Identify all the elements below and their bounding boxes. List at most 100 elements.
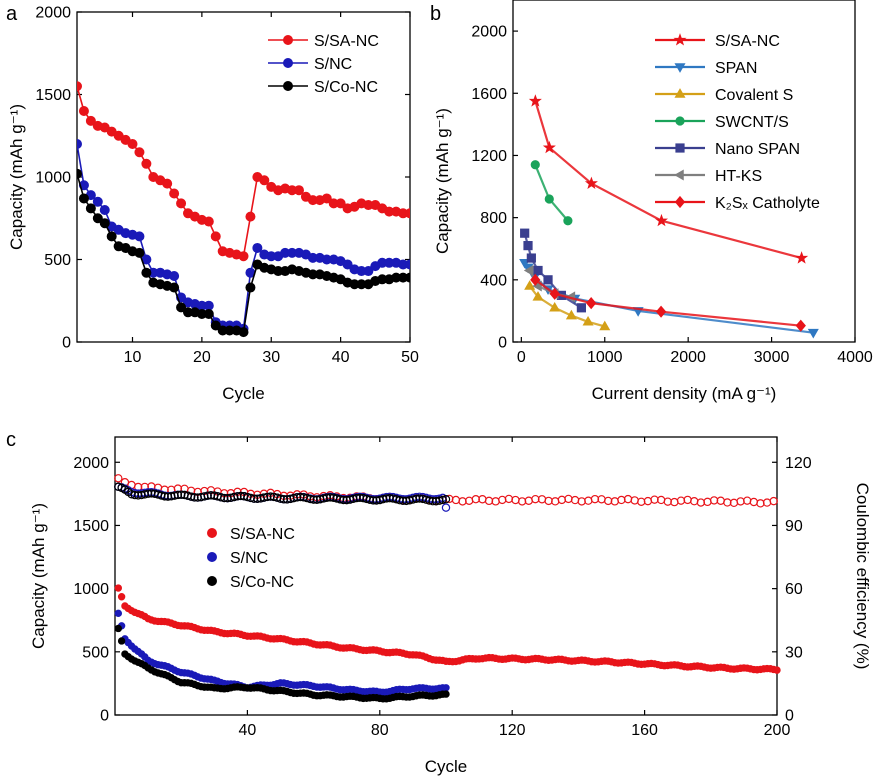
data-point-S/SA-NC: [203, 216, 214, 227]
efficiency-point-S/NC: [441, 503, 451, 512]
data-point-SWCNT/S: [530, 160, 540, 170]
data-point-S/SA-NC: [245, 211, 256, 222]
series-S/SA-NC: [77, 81, 410, 262]
data-point-S/SA-NC: [335, 198, 346, 209]
y-tick-label-c: 0: [100, 708, 109, 725]
y-tick-label-b: 800: [480, 210, 507, 227]
series-Covalent S: [524, 280, 611, 331]
data-point-S/SA-NC: [127, 138, 138, 149]
data-point-S/NC: [342, 259, 353, 270]
y-axis-label-right-c: Coulombic efficiency (%): [853, 483, 872, 670]
series-S/NC: [77, 139, 410, 334]
plot-area-a: [77, 81, 410, 338]
data-point-S/SA-NC: [654, 213, 669, 227]
data-point-Covalent S: [599, 320, 611, 331]
data-point-K₂Sₓ Catholyte: [655, 305, 667, 318]
data-point-S/Co-NC: [245, 282, 256, 293]
legend-label-S/Co-NC: S/Co-NC: [230, 574, 294, 591]
y-axis-label-c: Capacity (mAh g⁻¹): [29, 503, 48, 649]
chart-b: 0 1000 2000 3000 4000 0 400 800 1200 1600 2000 Curr…: [433, 0, 873, 403]
series-K₂Sₓ Catholyte: [530, 273, 806, 332]
capacity-series-S/NC: [114, 609, 450, 697]
data-point-S/SA-NC: [528, 94, 542, 107]
data-point-HT-KS: [523, 264, 534, 277]
data-point-S/SA-NC: [405, 208, 410, 219]
y-tick-label-a: 500: [44, 252, 71, 269]
x-tick-label-b: 4000: [837, 349, 873, 366]
data-point-S/SA-NC: [176, 198, 187, 209]
data-point-Covalent S: [524, 280, 536, 290]
y-tick-label-c: 1000: [73, 581, 109, 598]
data-point-Nano SPAN: [523, 241, 533, 251]
capacity-point-S/Co-NC: [114, 624, 123, 633]
data-point-K₂Sₓ Catholyte: [586, 297, 597, 310]
legend-marker-HT-KS: [674, 169, 684, 181]
x-tick-label-a: 50: [401, 349, 419, 366]
data-point-S/SA-NC: [85, 115, 96, 126]
legend-marker-S/Co-NC: [206, 576, 217, 587]
panel-label-a: a: [6, 3, 18, 25]
series-SWCNT/S: [530, 160, 573, 226]
data-point-S/Co-NC: [141, 267, 152, 278]
y-tick-label-c: 1500: [73, 518, 109, 535]
data-point-S/Co-NC: [238, 327, 249, 338]
legend-label-S/SA-NC: S/SA-NC: [715, 33, 780, 50]
capacity-point-S/Co-NC: [442, 690, 450, 698]
data-point-S/NC: [169, 270, 180, 281]
data-point-S/NC: [363, 266, 374, 277]
data-point-S/Co-NC: [203, 308, 214, 319]
data-point-S/SA-NC: [210, 231, 221, 242]
y-axis-label-a: Capacity (mAh g⁻¹): [7, 104, 26, 250]
y-tick-label-a: 1500: [35, 87, 71, 104]
capacity-point-S/SA-NC: [773, 666, 781, 674]
y-tick-label-b: 2000: [471, 24, 507, 41]
data-point-S/Co-NC: [176, 302, 187, 313]
data-point-S/SA-NC: [321, 193, 332, 204]
chart-c: 40 80 120 160 20005001000150020000306090120C…: [29, 436, 872, 776]
x-axis-label-c: Cycle: [425, 757, 468, 776]
legend-label-S/SA-NC: S/SA-NC: [314, 33, 379, 50]
efficiency-point-S/Co-NC: [438, 495, 447, 505]
data-point-S/Co-NC: [405, 272, 410, 283]
data-point-S/SA-NC: [542, 140, 556, 154]
data-point-S/Co-NC: [85, 203, 96, 214]
y-tick-label-b: 0: [498, 335, 507, 352]
x-tick-label-a: 40: [332, 349, 350, 366]
panel-label-c: c: [6, 429, 16, 451]
legend-marker-S/SA-NC: [282, 35, 293, 46]
legend-marker-SWCNT/S: [675, 116, 685, 126]
data-point-S/SA-NC: [293, 185, 304, 196]
efficiency-point-S/SA-NC: [564, 494, 573, 504]
legend-label-S/NC: S/NC: [314, 56, 352, 73]
data-point-Nano SPAN: [526, 253, 536, 263]
legend-label-S/NC: S/NC: [230, 550, 268, 567]
x-axis-label-a: Cycle: [222, 384, 265, 403]
data-point-S/SA-NC: [134, 147, 145, 158]
legend-marker-SPAN: [674, 63, 686, 73]
series-S/Co-NC: [77, 168, 410, 338]
data-point-S/SA-NC: [77, 81, 82, 92]
legend-label-HT-KS: HT-KS: [715, 168, 762, 185]
data-point-S/Co-NC: [134, 247, 145, 258]
data-point-S/SA-NC: [162, 178, 173, 189]
legend-label-S/SA-NC: S/SA-NC: [230, 526, 295, 543]
data-point-Nano SPAN: [543, 275, 553, 285]
panel-label-b: b: [430, 3, 441, 25]
x-tick-label-b: 3000: [754, 349, 790, 366]
x-tick-label-c: 160: [631, 722, 658, 739]
efficiency-point-S/SA-NC: [749, 497, 759, 507]
data-point-Nano SPAN: [533, 265, 543, 276]
data-point-Covalent S: [532, 291, 544, 301]
x-tick-label-a: 10: [124, 349, 142, 366]
legend-label-SWCNT/S: SWCNT/S: [715, 114, 789, 131]
y-tick-label-b: 400: [480, 272, 507, 289]
x-tick-label-a: 20: [193, 349, 211, 366]
data-point-S/Co-NC: [92, 213, 103, 224]
capacity-series-S/SA-NC: [114, 584, 781, 674]
data-point-S/Co-NC: [78, 193, 89, 204]
y-tick-label-c: 500: [82, 644, 109, 661]
legend-marker-S/SA-NC: [206, 528, 217, 539]
data-point-SPAN: [807, 328, 819, 339]
efficiency-point-S/SA-NC: [498, 495, 507, 505]
efficiency-point-S/SA-NC: [769, 496, 778, 506]
